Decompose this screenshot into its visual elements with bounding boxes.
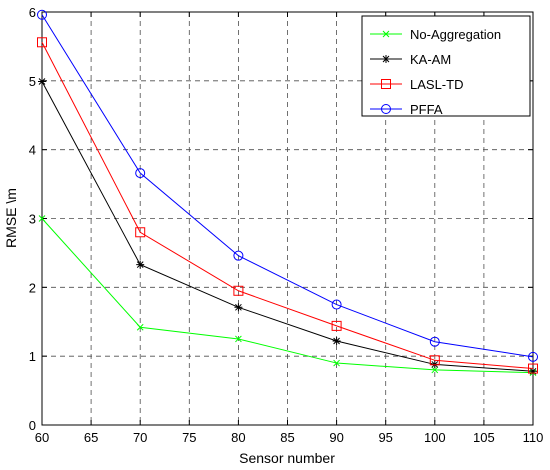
legend-marker-ka-am — [382, 55, 390, 63]
series-line-ka-am — [41, 81, 534, 372]
circle-marker-shape — [528, 351, 538, 362]
y-axis-label: RMSE \m — [3, 188, 19, 248]
x-axis-label: Sensor number — [239, 450, 335, 466]
data-point-ka-am — [38, 77, 46, 86]
y-tick-label: 0 — [29, 418, 36, 433]
circle-marker-shape — [429, 336, 440, 347]
legend-marker-pffa — [381, 104, 391, 114]
y-tick-label: 2 — [29, 280, 36, 295]
star-marker-shape — [136, 260, 145, 269]
series-layer — [37, 9, 538, 377]
square-marker-shape — [429, 355, 440, 366]
y-tick-label: 3 — [29, 212, 36, 227]
series-line-no-aggregation — [41, 218, 534, 374]
legend-label-lasl-td: LASL-TD — [410, 77, 463, 92]
legend-label-no-aggregation: No-Aggregation — [410, 27, 501, 42]
x-tick-label: 100 — [424, 430, 446, 445]
x-tick-label: 80 — [231, 430, 245, 445]
x-marker-shape — [333, 359, 340, 367]
data-point-pffa — [528, 351, 538, 362]
data-point-no-aggregation — [38, 215, 46, 222]
data-point-pffa — [429, 336, 440, 347]
data-point-pffa — [37, 9, 47, 20]
x-marker-shape — [136, 323, 144, 331]
x-tick-label: 65 — [84, 430, 98, 445]
y-tick-label: 4 — [29, 143, 36, 158]
star-marker-shape — [382, 55, 390, 63]
x-tick-label: 60 — [35, 430, 49, 445]
x-tick-label: 90 — [329, 430, 343, 445]
data-point-lasl-td — [135, 227, 146, 238]
x-tick-label: 85 — [280, 430, 294, 445]
data-point-no-aggregation — [333, 359, 340, 367]
x-tick-label: 75 — [182, 430, 196, 445]
x-tick-label: 110 — [523, 430, 544, 445]
circle-marker-shape — [135, 168, 146, 179]
y-tick-label: 1 — [29, 349, 36, 364]
square-marker-shape — [233, 285, 244, 296]
legend-label-pffa: PFFA — [410, 102, 443, 117]
legend-box — [361, 15, 531, 117]
square-marker-shape — [135, 227, 146, 238]
circle-marker-shape — [37, 9, 47, 20]
x-marker-shape — [431, 366, 439, 374]
data-point-lasl-td — [528, 363, 538, 374]
legend-marker-lasl-td — [381, 79, 391, 89]
square-marker-shape — [528, 363, 538, 374]
data-point-lasl-td — [331, 320, 342, 331]
x-marker-shape — [382, 30, 390, 38]
data-point-no-aggregation — [431, 366, 439, 374]
series-line-lasl-td — [41, 42, 534, 370]
x-tick-label: 105 — [473, 430, 495, 445]
x-marker-shape — [38, 215, 46, 222]
data-point-lasl-td — [233, 285, 244, 296]
y-tick-label: 5 — [29, 74, 36, 89]
data-point-lasl-td — [429, 355, 440, 366]
data-point-ka-am — [529, 367, 537, 376]
circle-marker-shape — [331, 299, 342, 310]
data-point-pffa — [135, 168, 146, 179]
axis-ticks: 60 65 70 75 80 85 90 95 100 105 110 0 1 2 3 4 5 6 — [29, 5, 544, 445]
y-tick-label: 6 — [29, 5, 36, 20]
legend: No-Aggregation KA-AM LASL-TD PFFA — [361, 15, 531, 117]
series-line-pffa — [41, 14, 534, 358]
data-point-ka-am — [234, 303, 243, 312]
circle-marker-shape — [381, 104, 391, 114]
data-point-lasl-td — [37, 37, 47, 48]
circle-marker-shape — [233, 250, 244, 261]
data-point-ka-am — [136, 260, 145, 269]
star-marker-shape — [529, 367, 537, 376]
legend-label-ka-am: KA-AM — [410, 52, 451, 67]
star-marker-shape — [332, 337, 341, 346]
x-tick-label: 70 — [133, 430, 147, 445]
legend-marker-no-aggregation — [382, 30, 390, 38]
square-marker-shape — [381, 79, 391, 89]
square-marker-shape — [37, 37, 47, 48]
data-point-no-aggregation — [235, 335, 242, 343]
data-point-ka-am — [332, 337, 341, 346]
x-tick-label: 95 — [378, 430, 392, 445]
star-marker-shape — [38, 77, 46, 86]
x-marker-shape — [235, 335, 242, 343]
data-point-no-aggregation — [136, 323, 144, 331]
star-marker-shape — [234, 303, 243, 312]
data-point-pffa — [331, 299, 342, 310]
square-marker-shape — [331, 320, 342, 331]
data-point-pffa — [233, 250, 244, 261]
